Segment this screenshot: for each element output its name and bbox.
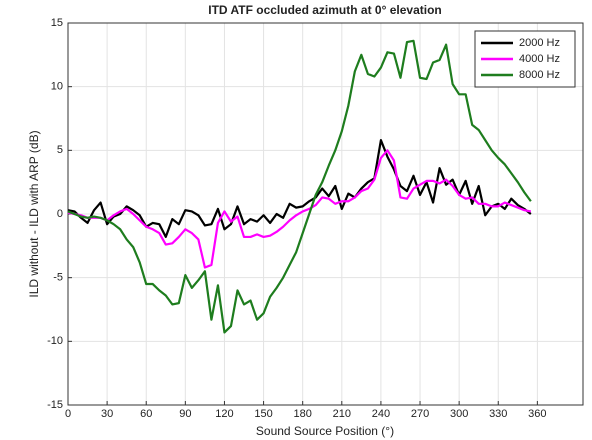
x-tick-label: 60 <box>140 408 152 420</box>
x-tick-label: 270 <box>411 408 429 420</box>
x-tick-label: 210 <box>333 408 351 420</box>
x-tick-label: 150 <box>254 408 272 420</box>
data-line <box>67 149 532 269</box>
x-tick-label: 360 <box>528 408 546 420</box>
data-line <box>67 39 532 334</box>
y-tick-label: 15 <box>51 17 63 29</box>
x-tick-label: 330 <box>489 408 507 420</box>
legend-label: 4000 Hz <box>519 53 560 65</box>
y-tick-label: 0 <box>57 208 63 220</box>
y-tick-label: -5 <box>53 272 63 284</box>
legend-label: 2000 Hz <box>519 37 560 49</box>
legend-label: 8000 Hz <box>519 69 560 81</box>
x-tick-label: 90 <box>179 408 191 420</box>
x-axis-label: Sound Source Position (°) <box>256 424 394 438</box>
x-tick-label: 120 <box>215 408 233 420</box>
x-tick-label: 0 <box>65 408 71 420</box>
y-tick-label: -10 <box>47 335 63 347</box>
y-tick-label: 5 <box>57 144 63 156</box>
y-tick-label: 10 <box>51 81 63 93</box>
x-tick-label: 180 <box>294 408 312 420</box>
x-tick-label: 240 <box>372 408 390 420</box>
y-tick-label: -15 <box>47 399 63 411</box>
chart-title: ITD ATF occluded azimuth at 0° elevation <box>208 3 442 17</box>
plot-frame <box>67 22 584 406</box>
x-tick-label: 300 <box>450 408 468 420</box>
y-axis-label: ILD without - ILD with ARP (dB) <box>27 130 41 297</box>
x-tick-label: 30 <box>101 408 113 420</box>
